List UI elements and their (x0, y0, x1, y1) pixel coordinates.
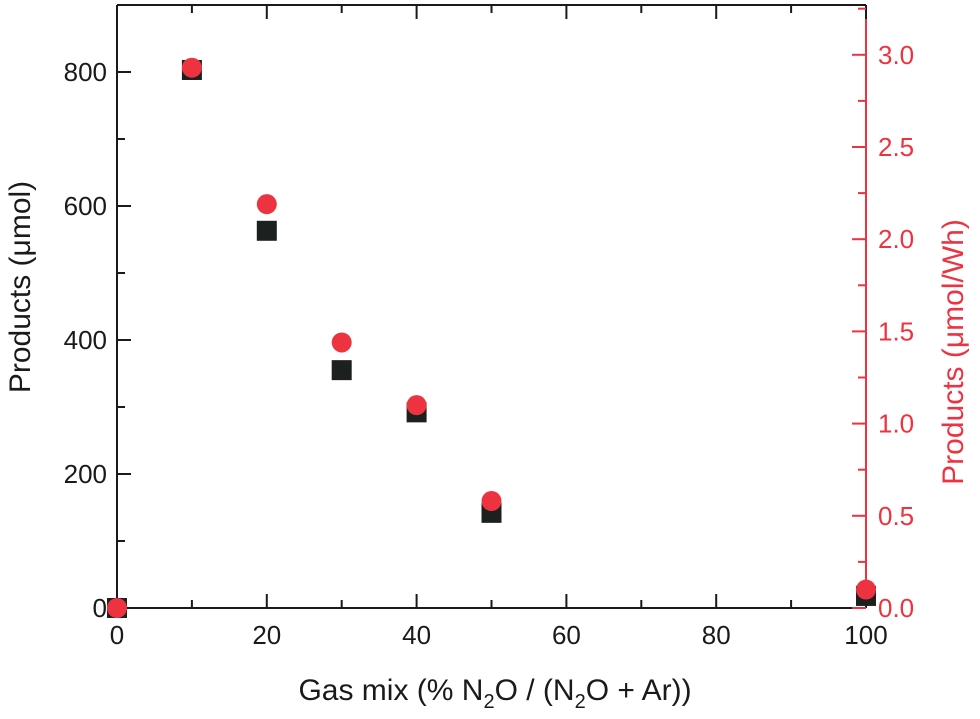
y-axis-title-right: Products (μmol/Wh) (937, 219, 970, 485)
x-axis-title: Gas mix (% N2O / (N2O + Ar)) (298, 674, 691, 713)
y2-tick-label: 0.5 (878, 501, 914, 531)
data-point-square (256, 220, 277, 241)
data-point-circle (406, 395, 427, 416)
x-tick-label: 100 (844, 620, 887, 650)
y-axis-right: 0.0 0.5 1.0 1.5 2.0 2.5 3.0 (852, 7, 914, 623)
y2-tick-label: 0.0 (878, 593, 914, 623)
data-point-circle (181, 57, 202, 78)
y-axis-title-left: Products (μmol) (4, 181, 37, 393)
x-axis: 0 20 40 60 80 100 (110, 5, 888, 650)
y-tick-label: 0 (93, 593, 107, 623)
y-tick-label: 600 (64, 191, 107, 221)
x-tick-label: 40 (402, 620, 431, 650)
y2-tick-label: 2.5 (878, 132, 914, 162)
y2-tick-label: 2.0 (878, 224, 914, 254)
series-products-umol-per-wh (107, 57, 876, 618)
data-point-circle (481, 491, 502, 512)
x-tick-label: 60 (552, 620, 581, 650)
data-point-circle (256, 194, 277, 215)
data-point-circle (331, 332, 352, 353)
data-series (107, 57, 876, 618)
series-products-umol (107, 59, 876, 618)
y2-tick-label: 3.0 (878, 40, 914, 70)
x-tick-label: 0 (110, 620, 124, 650)
data-point-square (331, 360, 352, 381)
y-tick-label: 800 (64, 57, 107, 87)
x-tick-label: 80 (702, 620, 731, 650)
y-tick-label: 200 (64, 459, 107, 489)
x-tick-label: 20 (252, 620, 281, 650)
y-axis-left: 0 200 400 600 800 (64, 57, 131, 623)
data-point-circle (107, 598, 127, 618)
data-point-circle (856, 579, 876, 600)
y2-tick-label: 1.0 (878, 409, 914, 439)
y-tick-label: 400 (64, 325, 107, 355)
y2-tick-label: 1.5 (878, 316, 914, 346)
